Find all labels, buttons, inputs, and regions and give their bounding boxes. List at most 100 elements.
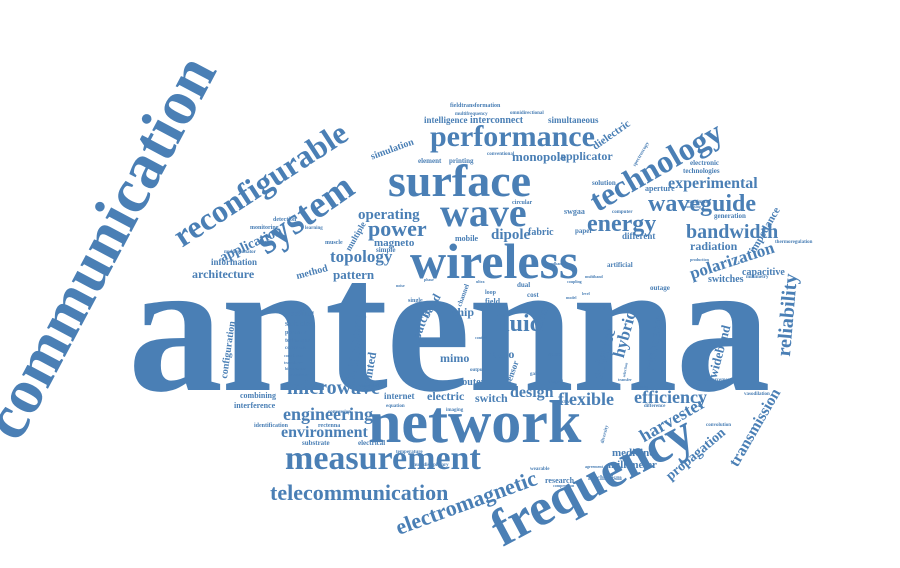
word-energy: energy bbox=[587, 211, 657, 237]
word-single: single bbox=[408, 298, 423, 304]
word-millimeter: millimeter bbox=[608, 459, 657, 471]
word-swgaa: swgaa bbox=[564, 207, 585, 216]
word-combined: combined bbox=[285, 346, 306, 351]
word-detection: detection bbox=[273, 217, 297, 223]
word-temperature: temperature bbox=[396, 450, 423, 455]
word-surface: surface bbox=[388, 155, 532, 206]
word-mobile: mobile bbox=[455, 234, 479, 243]
word-conversion: conversion bbox=[328, 410, 352, 415]
word-transfer: transfer bbox=[618, 377, 632, 382]
word-production: production bbox=[690, 257, 709, 262]
word-dual: dual bbox=[517, 281, 531, 289]
word-monopole: monopole bbox=[512, 149, 567, 164]
word-combining: combining bbox=[240, 391, 277, 400]
word-printing: printing bbox=[449, 157, 474, 165]
word-performance: performance bbox=[430, 120, 595, 153]
word-interference: interference bbox=[234, 401, 276, 410]
word-multifrequency: multifrequency bbox=[455, 112, 488, 117]
word-wireless: wireless bbox=[410, 233, 579, 289]
word-magneto: magneto bbox=[374, 237, 415, 249]
word-operating: operating bbox=[358, 207, 420, 223]
word-aperture: aperture bbox=[645, 184, 675, 193]
word-field: field bbox=[485, 297, 501, 306]
word-technologies: technologies bbox=[683, 167, 720, 175]
word-engineering: engineering bbox=[283, 404, 373, 424]
word-density: density bbox=[636, 384, 649, 389]
word-loop: loop bbox=[485, 290, 497, 296]
word-different: different bbox=[622, 231, 656, 241]
word-network: network bbox=[368, 389, 582, 455]
word-result: result bbox=[589, 304, 606, 312]
word-fluid: fluid bbox=[495, 311, 544, 337]
word-waveguide: waveguide bbox=[648, 191, 756, 217]
word-difference: difference bbox=[644, 404, 666, 409]
word-dipole: dipole bbox=[491, 227, 531, 243]
word-gain: gain bbox=[530, 372, 540, 377]
word-fieldtransformation: fieldtransformation bbox=[450, 103, 501, 109]
word-router: router bbox=[458, 377, 486, 388]
word-applicator: applicator bbox=[560, 149, 613, 163]
word-complexity: complexity bbox=[290, 372, 309, 377]
word-circular: circular bbox=[512, 200, 533, 206]
word-wearable: wearable bbox=[530, 467, 550, 472]
word-bandwidth: bandwidth bbox=[686, 221, 779, 243]
word-multiresonator: multiresonator bbox=[224, 250, 256, 255]
word-equation: equation bbox=[386, 404, 405, 409]
word-electrical: electrical bbox=[358, 439, 386, 447]
word-shaped: shaped bbox=[548, 380, 564, 385]
word-omnidirectional: omnidirectional bbox=[510, 111, 544, 116]
word-capacitive: capacitive bbox=[742, 267, 785, 278]
word-convolution: convolution bbox=[706, 423, 732, 428]
word-learning: learning bbox=[305, 226, 323, 231]
word-radio: radio bbox=[487, 347, 515, 361]
word-reinforcement: reinforcement bbox=[702, 378, 733, 383]
word-measurement: measurement bbox=[285, 440, 481, 477]
word-compression: compression bbox=[553, 483, 575, 488]
word-substrate: substrate bbox=[302, 439, 330, 447]
word-radiation: radiation bbox=[690, 239, 738, 253]
word-experimental: experimental bbox=[668, 175, 758, 192]
word-cascaded: cascaded bbox=[360, 384, 380, 389]
word-vasodilation: vasodilation bbox=[744, 392, 770, 397]
word-microwave: microwave bbox=[287, 377, 380, 399]
word-computer: computer bbox=[612, 210, 633, 215]
word-switches: switches bbox=[708, 274, 744, 285]
word-reliability: reliability bbox=[772, 272, 803, 358]
word-processing: processing bbox=[683, 204, 701, 209]
word-feeding: feeding bbox=[286, 308, 314, 318]
word-technique: technique bbox=[285, 338, 311, 344]
word-topology: topology bbox=[330, 247, 393, 266]
word-simultaneous: simultaneous bbox=[548, 115, 599, 125]
word-telecommunication: telecommunication bbox=[270, 480, 449, 505]
word-transducer: transducer bbox=[284, 360, 303, 365]
word-broadband: broadband bbox=[545, 261, 564, 266]
word-design: design bbox=[510, 384, 554, 401]
word-information: information bbox=[211, 257, 257, 267]
word-chip: chip bbox=[452, 305, 475, 319]
word-outage: outage bbox=[650, 284, 670, 292]
word-architecture: architecture bbox=[192, 267, 255, 281]
word-model: model bbox=[566, 295, 577, 300]
word-reactive: reactive bbox=[555, 400, 572, 405]
word-biomedicine: biomedicine bbox=[285, 366, 306, 371]
word-monitoring: monitoring bbox=[250, 225, 279, 231]
word-space: space bbox=[548, 352, 562, 358]
word-interconnect: interconnect bbox=[470, 115, 524, 126]
word-wave: wave bbox=[440, 190, 527, 235]
word-switch: switch bbox=[475, 391, 508, 405]
word-coupling: coupling bbox=[567, 279, 582, 284]
word-fabric: fabric bbox=[528, 227, 554, 238]
word-control: control bbox=[475, 335, 488, 340]
word-identification: identification bbox=[254, 423, 288, 429]
word-electronic: electronic bbox=[690, 159, 720, 167]
word-efficiency: efficiency bbox=[634, 387, 707, 407]
word-element: element bbox=[418, 157, 442, 165]
word-intelligence: intelligence bbox=[424, 115, 468, 125]
word-mimo: mimo bbox=[440, 351, 470, 365]
word-output: output bbox=[470, 368, 485, 373]
word-antenna: antenna bbox=[128, 222, 771, 432]
word-muscle: muscle bbox=[325, 240, 343, 246]
word-environment: environment bbox=[281, 424, 368, 441]
word-parasitic: parasitic bbox=[285, 330, 308, 336]
